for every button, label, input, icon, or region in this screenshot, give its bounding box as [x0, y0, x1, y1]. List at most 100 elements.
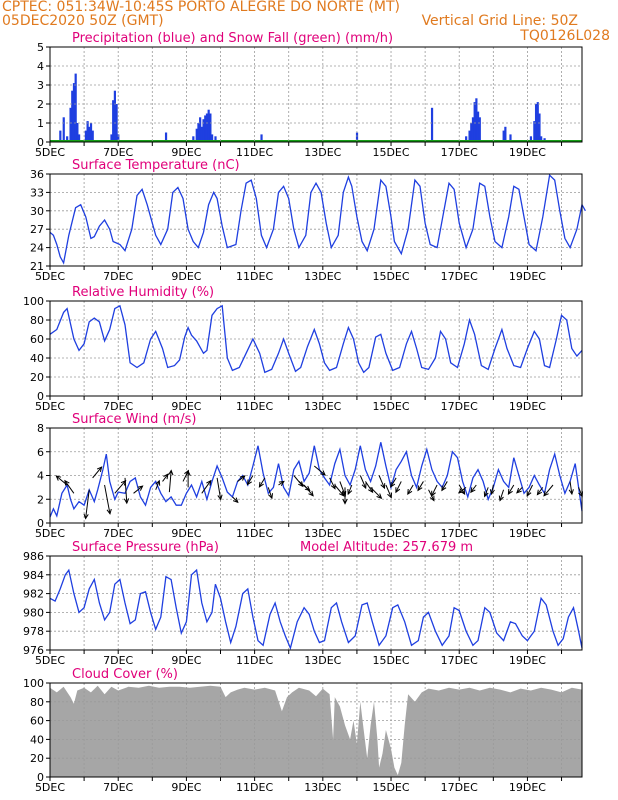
x-tick-label: 15DEC — [372, 781, 409, 794]
wind-arrow-shaft — [104, 484, 111, 514]
y-tick-label: 976 — [23, 644, 44, 657]
panel-frame — [49, 46, 583, 143]
y-tick-label: 980 — [23, 606, 44, 619]
precip-bar — [476, 111, 480, 142]
wind-arrow-shaft — [499, 489, 505, 501]
wind-arrow-head — [308, 490, 314, 497]
precip-bar — [529, 136, 533, 142]
precip-bar — [540, 136, 543, 142]
wind-arrow-head — [483, 491, 489, 498]
panel-frame — [49, 555, 583, 651]
precip-bar — [214, 136, 217, 142]
y-tick-label: 27 — [30, 223, 44, 236]
wind-arrow-head — [376, 493, 383, 500]
y-tick-label: 6 — [37, 446, 44, 459]
series-line — [49, 173, 586, 265]
x-tick-label: 9DEC — [171, 146, 201, 159]
x-tick-label: 9DEC — [171, 270, 201, 283]
wind-arrow-shaft — [507, 484, 515, 495]
wind-arrow-shaft — [370, 487, 382, 499]
y-tick-label: 60 — [30, 333, 44, 346]
wind-arrow-shaft — [124, 477, 128, 504]
precip-bar — [88, 126, 91, 142]
wind-arrow-head — [458, 488, 464, 494]
x-tick-label: 15DEC — [372, 146, 409, 159]
y-tick-label: 100 — [23, 295, 44, 308]
wind-arrow-shaft — [232, 496, 239, 503]
wind-arrow-head — [239, 475, 246, 481]
x-tick-label: 15DEC — [372, 400, 409, 413]
y-tick-label: 0 — [37, 517, 44, 530]
precip-bar — [207, 109, 210, 142]
x-tick-label: 7DEC — [103, 270, 133, 283]
x-tick-label: 13DEC — [304, 400, 341, 413]
wind-arrow-head — [338, 490, 345, 497]
panel-4 — [46, 555, 583, 654]
wind-arrow-shaft — [417, 481, 424, 491]
wind-arrow-head — [217, 494, 223, 501]
y-tick-label: 3 — [37, 79, 44, 92]
wind-arrow-head — [278, 480, 285, 486]
panel-5 — [46, 682, 583, 781]
wind-arrow-head — [489, 489, 495, 496]
wind-arrow-shaft — [313, 465, 326, 476]
wind-arrow-head — [361, 483, 367, 490]
wind-arrow-shaft — [378, 475, 385, 489]
precip-bar — [533, 121, 536, 142]
x-tick-label: 9DEC — [171, 654, 201, 667]
precip-bar — [202, 119, 205, 142]
y-tick-label: 8 — [37, 422, 44, 435]
wind-arrow-shaft — [359, 475, 367, 489]
precip-bar — [538, 113, 541, 142]
wind-arrow-head — [431, 490, 436, 497]
wind-arrow-shaft — [216, 477, 222, 500]
y-tick-label: 4 — [37, 470, 44, 483]
precip-bar — [471, 117, 475, 142]
x-tick-label: 7DEC — [103, 781, 133, 794]
y-tick-label: 30 — [30, 205, 44, 218]
wind-arrow-shaft — [247, 475, 254, 485]
y-tick-label: 978 — [23, 625, 44, 638]
precip-bar — [204, 115, 207, 142]
x-tick-label: 17DEC — [441, 146, 478, 159]
wind-arrow-head — [163, 473, 169, 480]
precip-bar — [504, 126, 507, 142]
y-tick-label: 80 — [30, 696, 44, 709]
y-tick-label: 986 — [23, 550, 44, 563]
x-tick-label: 5DEC — [35, 781, 65, 794]
panel-title: Surface Pressure (hPa) — [72, 540, 219, 555]
wind-arrow-shaft — [395, 481, 402, 493]
x-tick-label: 9DEC — [171, 781, 201, 794]
y-tick-label: 33 — [30, 186, 44, 199]
wind-arrow-shaft — [237, 475, 246, 482]
wind-arrow-head — [395, 487, 401, 494]
y-tick-label: 2 — [37, 493, 44, 506]
precip-bar — [76, 123, 79, 142]
wind-arrow-shaft — [484, 487, 489, 497]
wind-arrow-head — [380, 483, 386, 490]
wind-arrow-head — [246, 479, 252, 486]
x-tick-label: 11DEC — [236, 270, 273, 283]
wind-arrow-shaft — [407, 484, 414, 495]
wind-arrow-head — [507, 488, 513, 495]
wind-arrow-shaft — [334, 484, 345, 497]
wind-arrow-shaft — [259, 477, 266, 488]
wind-arrow-shaft — [491, 484, 494, 495]
x-tick-label: 15DEC — [372, 654, 409, 667]
precip-bar — [502, 130, 505, 142]
panel-title: Cloud Cover (%) — [72, 667, 178, 682]
precip-bar — [192, 136, 195, 142]
precip-bar — [509, 134, 512, 142]
precip-bar — [71, 90, 74, 142]
x-tick-label: 5DEC — [35, 654, 65, 667]
wind-arrow-head — [123, 498, 130, 505]
wind-arrow-head — [390, 481, 396, 488]
wind-arrow-head — [55, 475, 62, 481]
precip-bar — [69, 107, 72, 142]
wind-arrow-head — [232, 497, 239, 504]
wind-arrow-head — [441, 485, 447, 492]
wind-arrow-head — [526, 490, 532, 497]
wind-arrow-head — [83, 513, 89, 520]
x-tick-label: 11DEC — [236, 400, 273, 413]
